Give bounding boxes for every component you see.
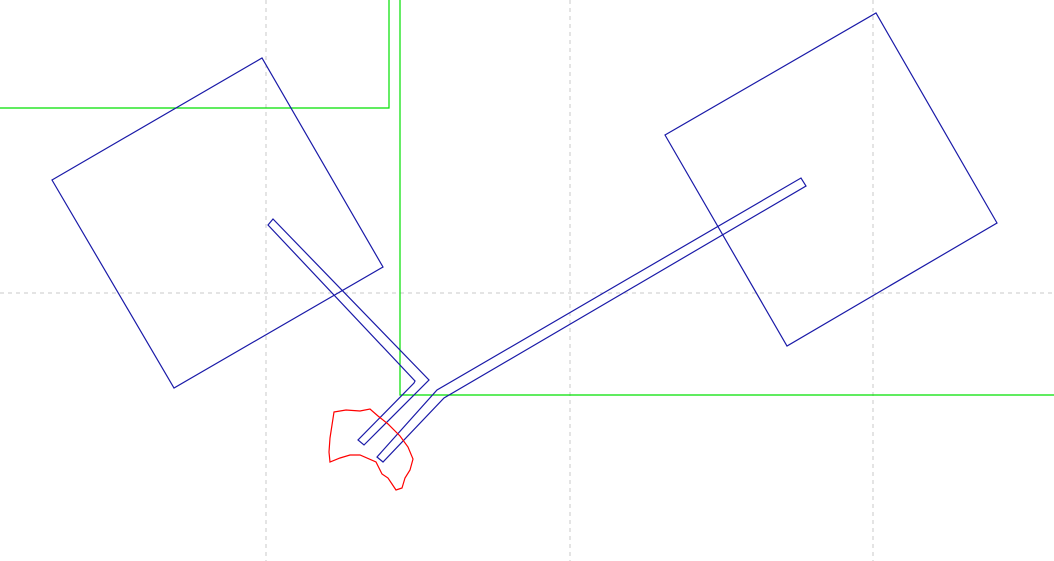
right-square-body[interactable] [664, 12, 998, 347]
right-jointed-arm[interactable] [376, 177, 807, 463]
boundary-layer [0, 0, 1054, 396]
lower-right-boundary-outline [399, 0, 1054, 396]
red-obstacle-blob[interactable] [328, 408, 414, 491]
left-square-body[interactable] [51, 57, 384, 389]
arm-layer [267, 177, 807, 463]
body-layer [51, 12, 998, 389]
upper-left-boundary-outline [0, 0, 390, 109]
obstacle-layer [328, 408, 414, 491]
left-jointed-arm[interactable] [267, 218, 430, 446]
